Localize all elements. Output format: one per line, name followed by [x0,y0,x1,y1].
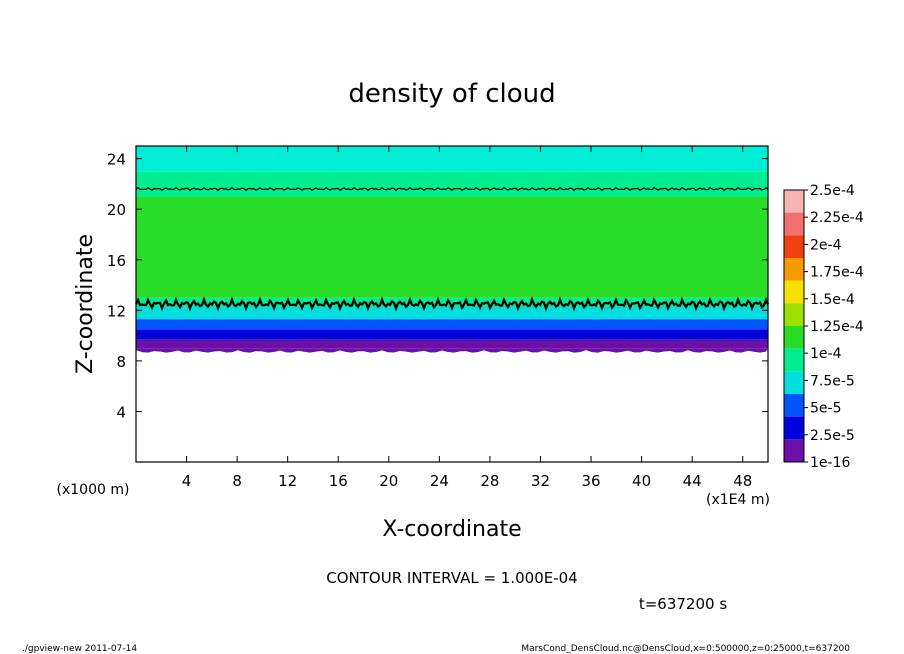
y-tick-label: 8 [116,353,126,371]
field-band-4 [136,297,768,307]
field-band-1 [136,329,768,340]
x-tick-label: 28 [480,472,499,490]
x-axis: 4 8 12 16 20 24 28 32 36 40 44 48 [182,146,752,490]
colorbar-label: 2.5e-4 [810,183,855,199]
colorbar-label: 1e-16 [810,455,850,471]
y-tick-label: 20 [107,201,126,219]
y-tick-label: 16 [107,252,126,270]
field-band-0 [136,339,768,349]
y-tick-label: 12 [107,302,126,320]
colorbar-swatch [784,258,804,281]
colorbar-swatch [784,394,804,417]
colorbar-swatch [784,326,804,349]
cloud-base-edge [136,348,768,353]
colorbar-swatch [784,235,804,258]
x-axis-label: X-coordinate [382,517,521,542]
contour-line-0 [135,296,770,312]
y-axis-label: Z-coordinate [73,234,98,374]
contour-interval-text: CONTOUR INTERVAL = 1.000E-04 [326,569,577,587]
x-tick-label: 32 [531,472,550,490]
x-tick-label: 36 [581,472,600,490]
field-band-3 [136,306,768,320]
x-tick-label: 12 [278,472,297,490]
colorbar-swatch [784,212,804,236]
y-scale-note: (x1000 m) [57,482,130,498]
x-tick-label: 40 [632,472,651,490]
x-tick-label: 16 [329,472,348,490]
colorbar-swatch [784,371,804,394]
x-tick-label: 20 [379,472,398,490]
colorbar-swatch [784,303,804,326]
colorbar-label: 7.5e-5 [810,373,855,389]
contour-lines [135,186,770,312]
colorbar-label: 2e-4 [810,237,842,253]
colorbar-label: 1e-4 [810,346,842,362]
colorbar-swatch [784,439,804,462]
y-tick-label: 24 [107,151,126,169]
x-tick-label: 24 [430,472,449,490]
x-tick-label: 48 [733,472,752,490]
plot-area [136,146,768,353]
x-tick-label: 8 [232,472,242,490]
y-tick-label: 4 [116,403,126,421]
colorbar-label: 5e-5 [810,401,841,417]
y-axis: 4 8 12 16 20 24 [107,151,768,421]
colorbar-swatch [784,416,804,440]
colorbar-swatch [784,280,804,304]
colorbar-swatch [784,348,804,372]
field-band-6 [136,171,768,197]
plot-frame [135,145,769,463]
x-tick-label: 4 [182,472,192,490]
contour-line-1 [135,186,769,192]
colorbar-label: 2.25e-4 [810,210,864,226]
colorbar-label: 1.5e-4 [810,292,855,308]
colorbar-swatch [784,190,804,213]
time-label: t=637200 s [639,595,727,613]
field-band-2 [136,319,768,330]
field-band-5 [136,196,768,298]
footer-left-text: ./gpview-new 2011-07-14 [22,644,137,654]
chart-title: density of cloud [348,79,555,109]
footer-right-text: MarsCond_DensCloud.nc@DensCloud,x=0:5000… [521,644,850,654]
colorbar-label: 1.25e-4 [810,319,864,335]
colorbar-label: 2.5e-5 [810,428,855,444]
field-band-7 [136,146,768,172]
colorbar-label: 1.75e-4 [810,265,864,281]
colorbar: 2.5e-4 2.25e-4 2e-4 1.75e-4 1.5e-4 1.25e-4 1e-… [783,183,864,471]
x-tick-label: 44 [683,472,702,490]
x-scale-note: (x1E4 m) [706,492,770,508]
